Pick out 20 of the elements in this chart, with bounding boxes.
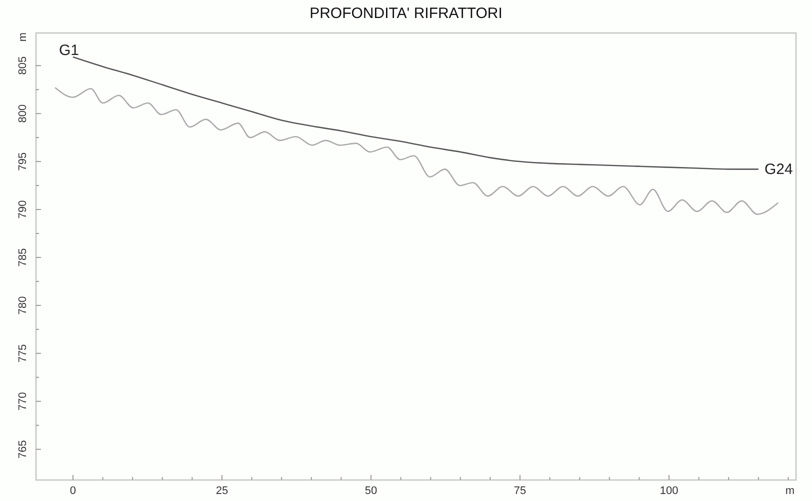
x-tick-label: 100 xyxy=(660,485,678,497)
y-tick-label: 780 xyxy=(17,296,29,315)
y-axis-title: m xyxy=(17,32,29,42)
y-tick-label: 775 xyxy=(17,344,29,363)
y-tick-label: 785 xyxy=(17,248,29,267)
y-tick-label: 765 xyxy=(17,440,29,458)
y-tick-label: 805 xyxy=(17,56,29,75)
x-tick-label: 75 xyxy=(514,485,526,497)
line-series xyxy=(72,56,760,170)
y-tick-label: 800 xyxy=(17,104,29,123)
x-tick-label: 50 xyxy=(364,485,378,497)
x-tick-label: 25 xyxy=(216,485,228,497)
y-tick-label: 790 xyxy=(17,200,29,219)
x-tick-label: 0 xyxy=(70,485,76,497)
chart-title: PROFONDITA' RIFRATTORI xyxy=(310,5,502,22)
x-axis-title: m xyxy=(785,485,795,497)
y-tick-label: 795 xyxy=(17,152,29,171)
y-tick-label: 770 xyxy=(17,392,29,411)
annotation: G24 xyxy=(764,161,793,178)
annotation: G1 xyxy=(58,42,79,59)
